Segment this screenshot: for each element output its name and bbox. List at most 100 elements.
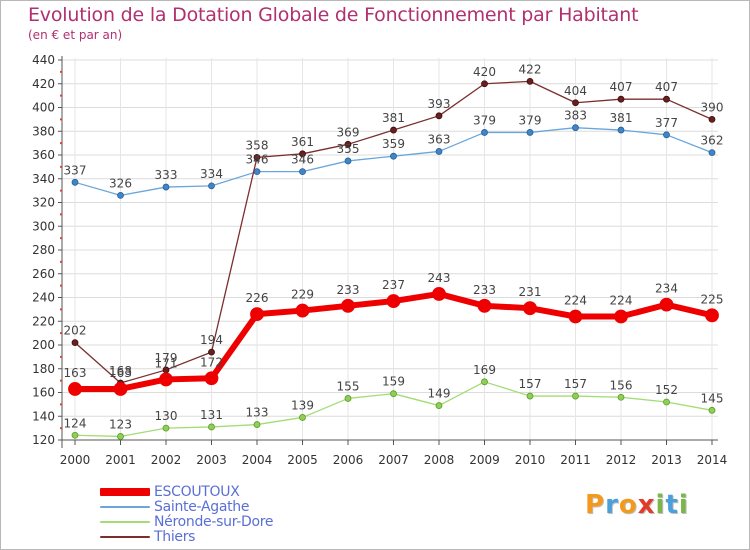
x-tick-label: 2001 xyxy=(105,453,136,467)
data-label-sainte-agathe: 355 xyxy=(337,142,360,156)
y-tick-label: 340 xyxy=(32,172,55,186)
data-label-escoutoux: 234 xyxy=(655,282,678,296)
data-label-sainte-agathe: 346 xyxy=(246,153,269,167)
data-label-sainte-agathe: 362 xyxy=(701,134,724,148)
y-minor-tick xyxy=(60,213,62,216)
legend-item-escoutoux: ESCOUTOUX xyxy=(100,484,273,500)
x-tick-label: 2008 xyxy=(424,453,455,467)
y-minor-tick xyxy=(60,118,62,121)
data-point-sainte-agathe xyxy=(253,168,261,176)
data-point-escoutoux xyxy=(113,382,128,396)
data-label-thiers: 179 xyxy=(155,351,178,365)
data-point-neronde-sur-dore xyxy=(71,431,79,439)
data-point-neronde-sur-dore xyxy=(617,393,625,401)
data-point-escoutoux xyxy=(614,309,628,324)
data-label-thiers: 202 xyxy=(64,324,87,338)
data-label-thiers: 407 xyxy=(655,80,678,94)
data-point-neronde-sur-dore xyxy=(253,421,261,428)
y-minor-tick xyxy=(60,165,62,168)
data-point-sainte-agathe xyxy=(481,129,488,136)
logo-letter: i xyxy=(655,490,666,520)
data-point-neronde-sur-dore xyxy=(390,390,397,398)
data-point-thiers xyxy=(526,77,534,85)
data-label-sainte-agathe: 359 xyxy=(382,137,405,151)
legend-item-sainte-agathe: Sainte-Agathe xyxy=(100,498,273,515)
chart-legend: ESCOUTOUX Sainte-Agathe Néronde-sur-Dore Th… xyxy=(100,484,274,545)
x-tick-label: 2002 xyxy=(151,453,182,467)
y-tick-label: 160 xyxy=(32,386,55,400)
legend-swatch-neronde-sur-dore xyxy=(100,520,150,523)
x-tick-label: 2014 xyxy=(697,453,728,467)
data-point-neronde-sur-dore xyxy=(663,398,670,406)
data-label-sainte-agathe: 379 xyxy=(519,113,542,127)
data-point-sainte-agathe xyxy=(708,149,716,157)
data-label-escoutoux: 237 xyxy=(382,278,405,292)
logo-letter: i xyxy=(678,490,689,520)
proxiti-logo: Proxiti xyxy=(585,490,689,520)
y-minor-tick xyxy=(60,189,62,192)
logo-letter: P xyxy=(585,490,606,520)
data-point-sainte-agathe xyxy=(344,157,352,165)
data-point-thiers xyxy=(435,112,443,120)
data-label-thiers: 407 xyxy=(610,80,633,94)
data-point-thiers xyxy=(572,99,579,107)
y-minor-tick xyxy=(60,355,62,358)
data-point-escoutoux xyxy=(68,382,82,396)
data-point-escoutoux xyxy=(568,309,583,324)
y-tick-label: 300 xyxy=(32,219,55,233)
y-minor-tick xyxy=(60,260,62,263)
data-point-thiers xyxy=(208,348,215,356)
y-tick-label: 240 xyxy=(32,291,55,305)
logo-letter: r xyxy=(605,490,619,520)
data-label-escoutoux: 231 xyxy=(519,285,542,299)
data-label-neronde-sur-dore: 124 xyxy=(64,416,87,430)
legend-item-thiers: Thiers xyxy=(100,528,273,545)
chart-title: Evolution de la Dotation Globale de Fonc… xyxy=(28,4,639,26)
data-point-thiers xyxy=(617,95,625,103)
data-label-thiers: 420 xyxy=(473,65,496,79)
data-label-escoutoux: 172 xyxy=(200,355,223,369)
data-point-escoutoux xyxy=(705,308,719,323)
data-point-escoutoux xyxy=(250,307,264,322)
legend-label-thiers: Thiers xyxy=(154,528,196,545)
data-label-thiers: 390 xyxy=(701,100,724,114)
data-label-escoutoux: 233 xyxy=(473,283,496,297)
data-point-sainte-agathe xyxy=(117,191,124,199)
y-minor-tick xyxy=(60,237,62,240)
logo-letter: t xyxy=(665,490,679,520)
data-label-sainte-agathe: 346 xyxy=(291,153,314,167)
data-label-thiers: 369 xyxy=(337,125,360,139)
y-tick-label: 440 xyxy=(32,53,55,67)
data-label-neronde-sur-dore: 139 xyxy=(291,398,314,412)
x-tick-label: 2010 xyxy=(515,453,546,467)
data-point-sainte-agathe xyxy=(71,178,79,186)
data-point-thiers xyxy=(253,153,261,161)
data-point-neronde-sur-dore xyxy=(299,414,306,421)
logo-letter: o xyxy=(618,490,638,520)
data-label-thiers: 422 xyxy=(519,62,542,76)
data-label-thiers: 358 xyxy=(246,138,269,152)
data-point-escoutoux xyxy=(432,287,446,301)
data-point-escoutoux xyxy=(341,298,355,313)
data-point-sainte-agathe xyxy=(162,183,170,191)
y-tick-label: 140 xyxy=(32,409,55,423)
data-label-escoutoux: 229 xyxy=(291,288,314,302)
data-label-escoutoux: 224 xyxy=(610,294,633,308)
data-label-neronde-sur-dore: 157 xyxy=(519,377,542,391)
data-point-thiers xyxy=(390,126,397,134)
legend-label-sainte-agathe: Sainte-Agathe xyxy=(154,498,250,515)
data-point-neronde-sur-dore xyxy=(572,392,579,400)
y-tick-label: 400 xyxy=(32,101,55,115)
y-minor-tick xyxy=(60,284,62,287)
data-point-sainte-agathe xyxy=(299,168,306,176)
data-label-neronde-sur-dore: 123 xyxy=(109,417,132,431)
y-tick-label: 280 xyxy=(32,243,55,257)
data-label-escoutoux: 226 xyxy=(246,291,269,305)
data-point-escoutoux xyxy=(659,297,674,312)
data-label-thiers: 361 xyxy=(291,135,314,149)
y-tick-label: 380 xyxy=(32,124,55,138)
y-minor-tick xyxy=(60,308,62,311)
x-tick-label: 2011 xyxy=(560,453,591,467)
y-tick-label: 220 xyxy=(32,314,55,328)
data-point-thiers xyxy=(299,150,306,158)
